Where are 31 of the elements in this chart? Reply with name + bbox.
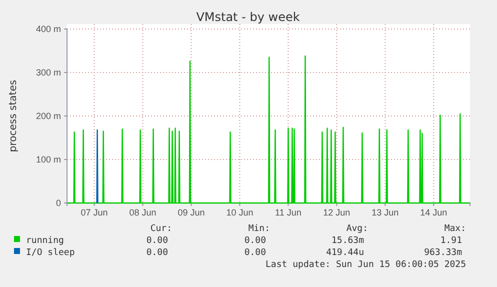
text: 419.44u bbox=[326, 248, 364, 258]
legend-label: I/O sleep bbox=[26, 248, 75, 258]
text: 0.00 bbox=[244, 236, 266, 246]
y-tick-label: 0 bbox=[56, 198, 61, 208]
x-tick-label: 11 Jun bbox=[275, 207, 302, 218]
text: 15.63m bbox=[331, 236, 364, 246]
text: 0.00 bbox=[146, 248, 168, 258]
text: Max: bbox=[444, 224, 466, 234]
y-axis-title: process states bbox=[8, 80, 19, 152]
text: 0.00 bbox=[146, 236, 168, 246]
x-tick-label: 07 Jun bbox=[80, 207, 108, 218]
text: Avg: bbox=[346, 224, 368, 234]
text: Cur: bbox=[150, 224, 172, 234]
y-tick-label: 400 m bbox=[36, 24, 61, 34]
x-tick-label: 09 Jun bbox=[178, 207, 205, 218]
legend-label: running bbox=[26, 236, 64, 246]
x-tick-label: 12 Jun bbox=[323, 207, 350, 218]
text: 963.33m bbox=[424, 248, 462, 258]
y-tick-label: 300 m bbox=[36, 67, 61, 78]
x-tick-label: 14 Jun bbox=[420, 207, 448, 218]
text: 0.00 bbox=[244, 248, 266, 258]
x-tick-label: 13 Jun bbox=[372, 207, 399, 218]
chart-title: VMstat - by week bbox=[196, 10, 300, 24]
text: Min: bbox=[248, 224, 270, 234]
y-tick-label: 200 m bbox=[36, 110, 61, 121]
text: 1.91 bbox=[440, 236, 462, 246]
x-tick-label: 10 Jun bbox=[226, 207, 254, 218]
line-series bbox=[66, 55, 471, 204]
text: Last update: Sun Jun 15 06:00:05 2025 bbox=[266, 260, 466, 270]
x-tick-label: 08 Jun bbox=[129, 207, 156, 218]
y-tick-label: 100 m bbox=[36, 154, 61, 164]
